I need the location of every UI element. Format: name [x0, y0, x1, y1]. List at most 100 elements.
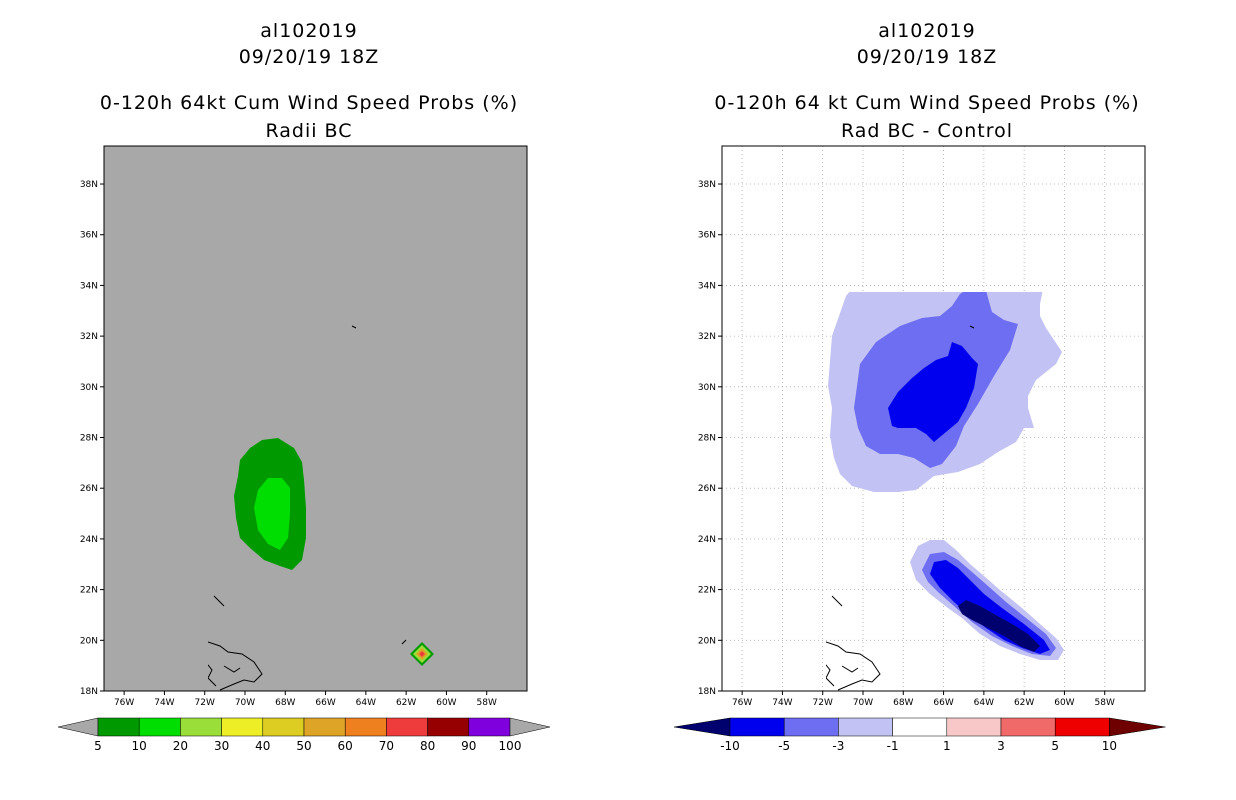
left-map-panel: 76W 74W 72W 70W 68W 66W 64W 62W 60W 58W 18N 20N 22N 2… — [57, 145, 551, 753]
right-ytick-label: 36N — [698, 231, 716, 241]
left-colorbar-high-extend — [509, 717, 551, 737]
left-colorbar-label: 5 — [94, 739, 102, 753]
right-ytick-label: 22N — [698, 586, 716, 596]
left-map-content — [208, 325, 434, 691]
right-xtick-label: 70W — [853, 698, 873, 708]
right-coastline — [826, 325, 975, 691]
left-ytick-label: 30N — [80, 383, 98, 393]
left-colorbar-swatch — [180, 717, 222, 737]
right-xtick-label: 58W — [1095, 698, 1115, 708]
left-colorbar-swatch — [468, 717, 511, 737]
right-ytick-label: 30N — [698, 383, 716, 393]
right-colorbar-swatch — [783, 717, 839, 737]
left-colorbar-swatch — [303, 717, 346, 737]
left-colorbar-label: 90 — [461, 739, 476, 753]
right-ytick-label: 34N — [698, 281, 716, 291]
left-colorbar-label: 40 — [255, 739, 270, 753]
left-ytick-label: 22N — [80, 586, 98, 596]
right-colorbar-label: -10 — [720, 739, 740, 753]
left-ytick-label: 20N — [80, 636, 98, 646]
left-ytick-label: 24N — [80, 535, 98, 545]
right-map-content — [826, 292, 1064, 691]
left-xtick-label: 66W — [315, 698, 335, 708]
left-colorbar-label: 60 — [338, 739, 353, 753]
right-axis-ticks: 76W 74W 72W 70W 68W 66W 64W 62W 60W 58W 18N 20N 22N 2… — [698, 180, 1115, 708]
left-ytick-label: 18N — [80, 687, 98, 697]
left-product-title: 0-120h 64kt Cum Wind Speed Probs (%) — [99, 92, 519, 114]
left-colorbar-swatch — [344, 717, 387, 737]
left-ytick-label: 38N — [80, 180, 98, 190]
left-xtick-label: 68W — [275, 698, 295, 708]
left-ytick-label: 26N — [80, 484, 98, 494]
right-ytick-label: 18N — [698, 687, 716, 697]
right-xtick-label: 76W — [732, 698, 752, 708]
right-colorbar-label: -5 — [778, 739, 790, 753]
left-colorbar-swatch — [386, 717, 428, 737]
right-map-panel: 76W 74W 72W 70W 68W 66W 64W 62W 60W 58W 18N 20N 22N 2… — [673, 145, 1166, 753]
right-colorbar-swatch — [1000, 717, 1056, 737]
right-ytick-label: 24N — [698, 535, 716, 545]
left-axis-ticks: 76W 74W 72W 70W 68W 66W 64W 62W 60W 58W 18N 20N 22N 2… — [80, 180, 497, 708]
left-ytick-label: 36N — [80, 231, 98, 241]
left-map-background — [104, 146, 527, 691]
left-colorbar-swatch — [262, 717, 305, 737]
left-colorbar-label: 20 — [173, 739, 188, 753]
right-xtick-label: 64W — [974, 698, 994, 708]
left-subtitle: Radii BC — [265, 120, 353, 142]
right-ytick-label: 38N — [698, 180, 716, 190]
left-xtick-label: 72W — [195, 698, 215, 708]
left-xtick-label: 70W — [235, 698, 255, 708]
contour-10-20-pct — [254, 478, 290, 550]
left-xtick-label: 64W — [356, 698, 376, 708]
right-colorbar-swatch — [946, 717, 1002, 737]
left-xtick-label: 58W — [477, 698, 497, 708]
right-xtick-label: 66W — [933, 698, 953, 708]
right-xtick-label: 72W — [813, 698, 833, 708]
right-colorbar-high-extend — [1109, 717, 1166, 737]
left-colorbar-swatch — [221, 717, 264, 737]
diff-south-minus10 — [958, 600, 1040, 652]
right-colorbar: -10 -5 -3 -1 1 3 5 10 — [673, 717, 1166, 753]
left-colorbar-label: 70 — [379, 739, 394, 753]
left-colorbar-label: 10 — [132, 739, 147, 753]
right-colorbar-swatch — [729, 717, 785, 737]
right-colorbar-label: 5 — [1051, 739, 1059, 753]
right-xtick-label: 74W — [772, 698, 792, 708]
right-ytick-label: 20N — [698, 636, 716, 646]
left-storm-id: al102019 — [260, 20, 358, 42]
left-xtick-label: 62W — [396, 698, 416, 708]
left-map-frame — [103, 145, 528, 692]
left-colorbar: 5 10 20 30 40 50 60 70 80 90 100 — [57, 717, 551, 753]
right-datetime: 09/20/19 18Z — [856, 46, 998, 68]
right-colorbar-label: 3 — [997, 739, 1005, 753]
left-xtick-label: 74W — [154, 698, 174, 708]
right-map-frame — [721, 145, 1146, 692]
right-storm-id: al102019 — [878, 20, 976, 42]
left-colorbar-label: 80 — [420, 739, 435, 753]
right-colorbar-label: -3 — [832, 739, 844, 753]
left-ytick-label: 34N — [80, 281, 98, 291]
diff-north-minus5 — [888, 342, 978, 442]
left-ytick-label: 32N — [80, 332, 98, 342]
right-product-title: 0-120h 64 kt Cum Wind Speed Probs (%) — [714, 92, 1140, 114]
left-colorbar-label: 100 — [499, 739, 522, 753]
left-ytick-label: 28N — [80, 434, 98, 444]
left-xtick-label: 60W — [436, 698, 456, 708]
left-colorbar-swatch — [427, 717, 470, 737]
right-colorbar-swatch — [892, 717, 948, 737]
right-ytick-label: 28N — [698, 434, 716, 444]
right-colorbar-swatch — [838, 717, 893, 737]
left-xtick-label: 76W — [114, 698, 134, 708]
right-ytick-label: 32N — [698, 332, 716, 342]
right-xtick-label: 62W — [1014, 698, 1034, 708]
right-colorbar-low-extend — [673, 717, 731, 737]
right-ytick-label: 26N — [698, 484, 716, 494]
right-colorbar-swatch — [1054, 717, 1110, 737]
isolated-max — [410, 642, 434, 666]
right-xtick-label: 60W — [1054, 698, 1074, 708]
right-xtick-label: 68W — [893, 698, 913, 708]
left-colorbar-label: 50 — [296, 739, 311, 753]
left-coastline — [208, 325, 407, 691]
right-colorbar-label: -1 — [887, 739, 899, 753]
left-colorbar-label: 30 — [214, 739, 229, 753]
